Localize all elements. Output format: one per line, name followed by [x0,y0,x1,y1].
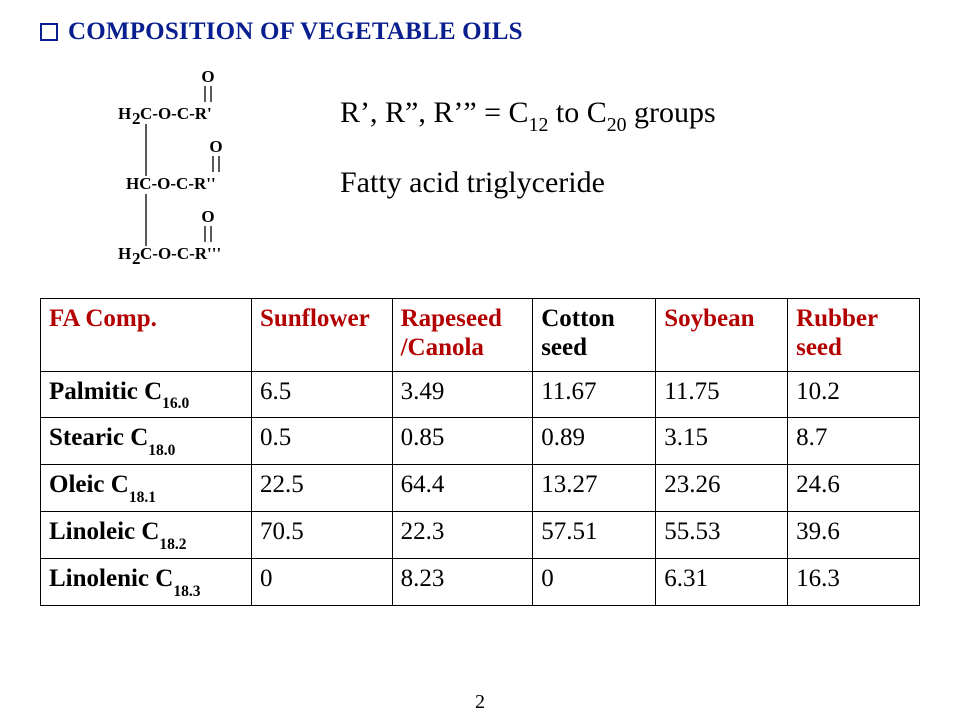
row-label: Linoleic C18.2 [41,511,252,558]
triglyceride-label: Fatty acid triglyceride [340,164,920,202]
cell: 10.2 [788,371,920,418]
row-label: Linolenic C18.3 [41,558,252,605]
note-line1-sub2: 20 [607,114,627,136]
table-row: Oleic C18.1 22.5 64.4 13.27 23.26 24.6 [41,465,920,512]
title-row: COMPOSITION OF VEGETABLE OILS [40,18,920,46]
cell: 24.6 [788,465,920,512]
cell: 16.3 [788,558,920,605]
col-header-rubberseed: Rubber seed [788,299,920,372]
cell: 22.5 [251,465,392,512]
fa-sub: 18.3 [173,583,200,600]
cell: 6.31 [656,558,788,605]
col-header-fa: FA Comp. [41,299,252,372]
annotation-block: R’, R”, R’” = C12 to C20 groups Fatty ac… [290,64,920,201]
diagram-row1-rest: C-O-C-R' [140,104,212,123]
cell: 57.51 [533,511,656,558]
cell: 0.5 [251,418,392,465]
note-line1-mid: to C [548,96,606,129]
cell: 70.5 [251,511,392,558]
row-label: Stearic C18.0 [41,418,252,465]
note-line1-sub1: 12 [529,114,549,136]
diagram-row3-rest: C-O-C-R''' [140,244,221,263]
slide-page: COMPOSITION OF VEGETABLE OILS O H 2 C-O-… [0,0,960,606]
col-header-sunflower: Sunflower [251,299,392,372]
fa-name: Palmitic C [49,378,162,405]
diagram-row3-h: H [118,244,131,263]
upper-section: O H 2 C-O-C-R' O HC-O-C-R'' O H [40,64,920,274]
row-label: Oleic C18.1 [41,465,252,512]
triglyceride-structure-icon: O H 2 C-O-C-R' O HC-O-C-R'' O H [110,64,310,274]
cell: 13.27 [533,465,656,512]
diagram-o2: O [209,137,222,156]
row-label: Palmitic C16.0 [41,371,252,418]
table-row: Linolenic C18.3 0 8.23 0 6.31 16.3 [41,558,920,605]
table-row: Stearic C18.0 0.5 0.85 0.89 3.15 8.7 [41,418,920,465]
cell: 39.6 [788,511,920,558]
diagram-row1-h: H [118,104,131,123]
cell: 55.53 [656,511,788,558]
cell: 0.89 [533,418,656,465]
note-line1-post: groups [627,96,716,129]
diagram-o1: O [201,67,214,86]
cell: 0 [533,558,656,605]
page-title: COMPOSITION OF VEGETABLE OILS [68,18,523,46]
cell: 64.4 [392,465,533,512]
table-row: Linoleic C18.2 70.5 22.3 57.51 55.53 39.… [41,511,920,558]
fa-name: Linolenic C [49,565,173,592]
diagram-o3: O [201,207,214,226]
cell: 22.3 [392,511,533,558]
cell: 23.26 [656,465,788,512]
cell: 0.85 [392,418,533,465]
fa-sub: 18.2 [159,536,186,553]
cell: 0 [251,558,392,605]
table-row: Palmitic C16.0 6.5 3.49 11.67 11.75 10.2 [41,371,920,418]
cell: 6.5 [251,371,392,418]
table-header-row: FA Comp. Sunflower Rapeseed /Canola Cott… [41,299,920,372]
cell: 8.7 [788,418,920,465]
chemical-structure-diagram: O H 2 C-O-C-R' O HC-O-C-R'' O H [40,64,290,274]
col-header-soybean: Soybean [656,299,788,372]
note-line1-pre: R’, R”, R’” = C [340,96,529,129]
col-header-rapeseed: Rapeseed /Canola [392,299,533,372]
fa-name: Linoleic C [49,518,159,545]
fa-name: Oleic C [49,471,129,498]
fa-sub: 16.0 [162,395,189,412]
cell: 3.15 [656,418,788,465]
r-group-note: R’, R”, R’” = C12 to C20 groups [340,94,920,136]
cell: 11.75 [656,371,788,418]
col-header-cottonseed: Cotton seed [533,299,656,372]
fa-sub: 18.1 [129,489,156,506]
cell: 11.67 [533,371,656,418]
diagram-row2: HC-O-C-R'' [126,174,216,193]
page-number: 2 [0,691,960,714]
fa-sub: 18.0 [148,442,175,459]
cell: 3.49 [392,371,533,418]
fa-name: Stearic C [49,424,148,451]
cell: 8.23 [392,558,533,605]
fatty-acid-composition-table: FA Comp. Sunflower Rapeseed /Canola Cott… [40,298,920,606]
bullet-square-icon [40,23,58,41]
